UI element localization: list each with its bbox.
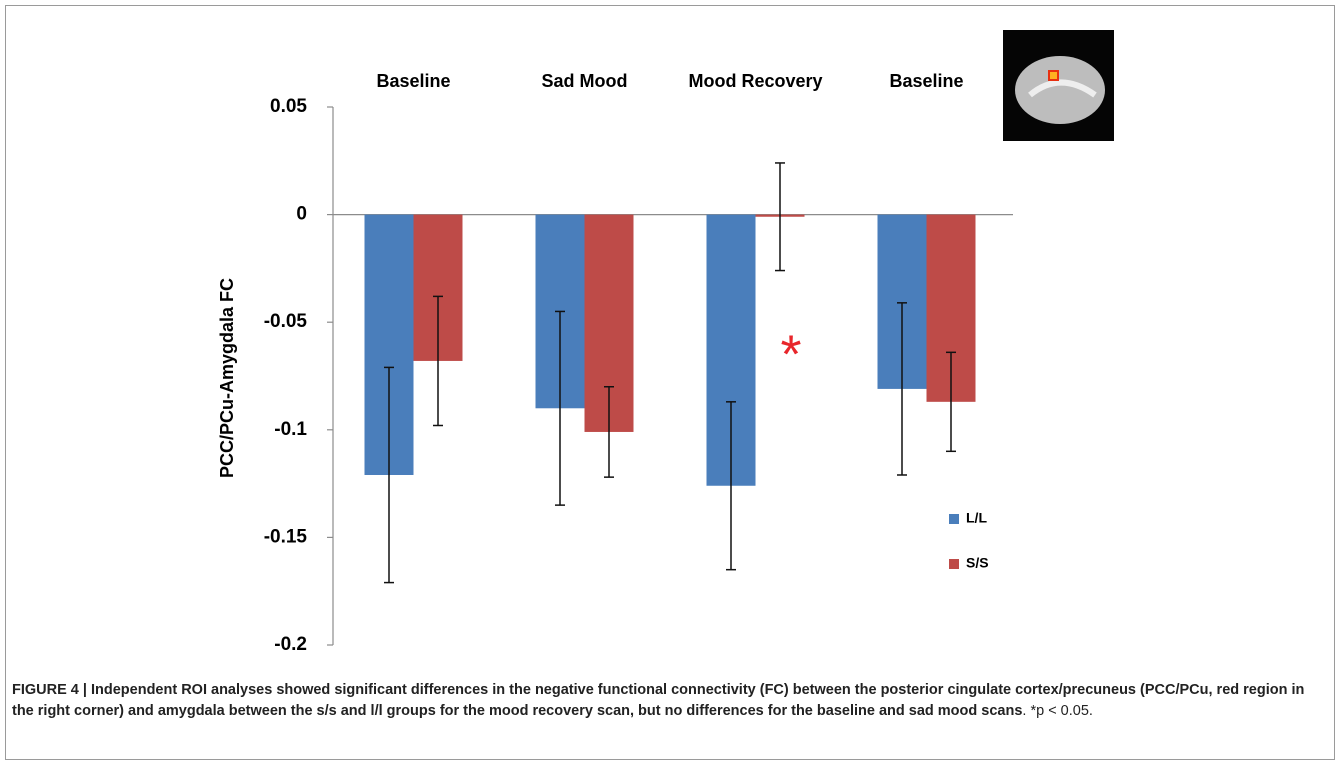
error-bar [897,302,907,476]
y-tick-label: -0.15 [264,526,308,547]
legend-label: S/S [966,555,989,571]
y-tick-label: 0.05 [270,96,307,117]
figure-frame [5,5,1335,760]
category-label: Baseline [376,71,450,91]
error-bar [775,162,785,272]
error-bar [555,310,565,506]
roi-marker [1048,70,1059,81]
significance-note: *p < 0.05. [1030,703,1093,719]
error-bar [384,366,394,584]
caption: FIGURE 4 | Independent ROI analyses show… [12,680,1312,722]
error-bar [946,351,956,453]
category-label: Sad Mood [542,71,628,91]
significance-marker: * [780,324,801,384]
error-bar [726,401,736,571]
category-label: Baseline [889,71,963,91]
y-tick-label: -0.2 [274,634,307,655]
legend-label: L/L [966,510,987,526]
error-bar [433,295,443,427]
legend-swatch [949,559,959,569]
legend-swatch [949,514,959,524]
y-tick-label: 0 [296,204,307,225]
y-tick-label: -0.05 [264,311,308,332]
category-label: Mood Recovery [688,71,822,91]
caption-note: . *p < 0.05. [1022,703,1093,719]
y-axis-label: PCC/PCu-Amygdala FC [217,278,237,478]
error-bar [604,386,614,478]
brain-fold [1028,79,1097,98]
y-tick-label: -0.1 [274,419,307,440]
brain-inset [1003,30,1114,141]
brain-shape [1015,56,1105,124]
caption-text: FIGURE 4 | Independent ROI analyses show… [12,682,1305,719]
